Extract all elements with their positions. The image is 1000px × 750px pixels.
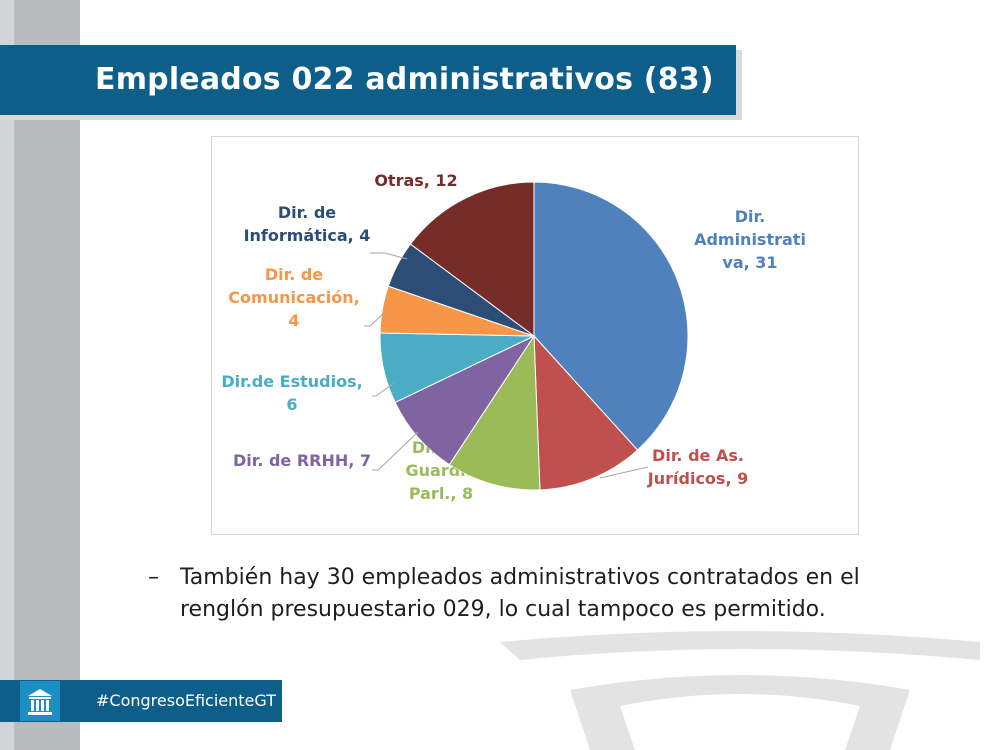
footer-hashtag: #CongresoEficienteGT	[96, 691, 276, 710]
side-bar-highlight	[0, 0, 14, 750]
leader-line-dir-de-estudios	[372, 382, 395, 397]
data-label-dir-de-informatica: Dir. de Informática, 4	[244, 203, 371, 245]
decorative-swoosh	[500, 631, 980, 750]
pie-slice-dir-de-guardia-parl	[448, 334, 541, 491]
data-label-dir-de-rrhh: Dir. de RRHH, 7	[233, 451, 371, 470]
leader-line-dir-de-comunicacion	[364, 311, 386, 327]
data-label-dir-administrativa: Dir. Administrati va, 31	[694, 207, 806, 272]
pie-slice-dir-administrativa	[533, 181, 689, 451]
bullet-text: También hay 30 empleados administrativos…	[180, 565, 860, 622]
data-label-dir-de-estudios: Dir.de Estudios, 6	[221, 372, 362, 414]
pie-slice-otras	[409, 181, 535, 337]
pie-slice-dir-de-as-juridicos	[533, 334, 639, 491]
data-label-dir-de-as-juridicos: Dir. de As. Jurídicos, 9	[647, 446, 748, 488]
leader-line-dir-de-rrhh	[372, 431, 419, 471]
bullet-dash: –	[148, 565, 159, 590]
title-band	[0, 45, 736, 115]
data-label-otras: Otras, 12	[374, 171, 457, 190]
leader-line-dir-de-informatica	[370, 252, 408, 260]
data-label-dir-de-comunicacion: Dir. de Comunicación, 4	[228, 265, 359, 330]
congress-building-icon	[20, 681, 60, 721]
leader-line-dir-de-as-juridicos	[599, 466, 649, 479]
slide-title: Empleados 022 administrativos (83)	[95, 62, 714, 97]
pie-slice-dir-de-rrhh	[394, 334, 536, 466]
